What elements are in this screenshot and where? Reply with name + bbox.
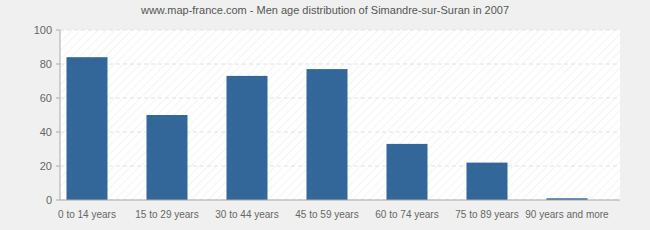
background	[0, 0, 650, 230]
tick-mark	[56, 98, 60, 99]
bar	[67, 57, 108, 200]
tick-mark	[56, 132, 60, 133]
bar	[467, 163, 508, 200]
x-tick-label: 90 years and more	[525, 209, 609, 220]
bars	[67, 57, 588, 200]
x-tick-label: 30 to 44 years	[215, 209, 278, 220]
y-tick-label: 100	[34, 24, 52, 36]
tick-mark	[56, 166, 60, 167]
x-tick-label: 45 to 59 years	[295, 209, 358, 220]
y-tick-label: 0	[46, 194, 52, 206]
tick-mark	[56, 30, 60, 31]
x-tick-label: 15 to 29 years	[135, 209, 198, 220]
x-axis	[60, 200, 620, 201]
y-tick-label: 60	[40, 92, 52, 104]
grid-line	[60, 30, 620, 31]
bar	[307, 69, 348, 200]
bar	[147, 115, 188, 200]
y-tick-label: 20	[40, 160, 52, 172]
y-tick-label: 40	[40, 126, 52, 138]
y-tick-label: 80	[40, 58, 52, 70]
x-tick-label: 0 to 14 years	[58, 209, 116, 220]
plot-area	[60, 30, 620, 200]
grid-line	[60, 64, 620, 65]
bar	[227, 76, 268, 200]
bar	[387, 144, 428, 200]
tick-mark	[56, 64, 60, 65]
x-tick-label: 75 to 89 years	[455, 209, 518, 220]
tick-mark	[56, 200, 60, 201]
grid-line	[60, 200, 620, 201]
chart: www.map-france.com - Men age distributio…	[0, 0, 650, 230]
y-axis	[60, 30, 61, 200]
title: www.map-france.com - Men age distributio…	[140, 4, 509, 16]
chart-container: www.map-france.com - Men age distributio…	[0, 0, 650, 230]
x-tick-label: 60 to 74 years	[375, 209, 438, 220]
